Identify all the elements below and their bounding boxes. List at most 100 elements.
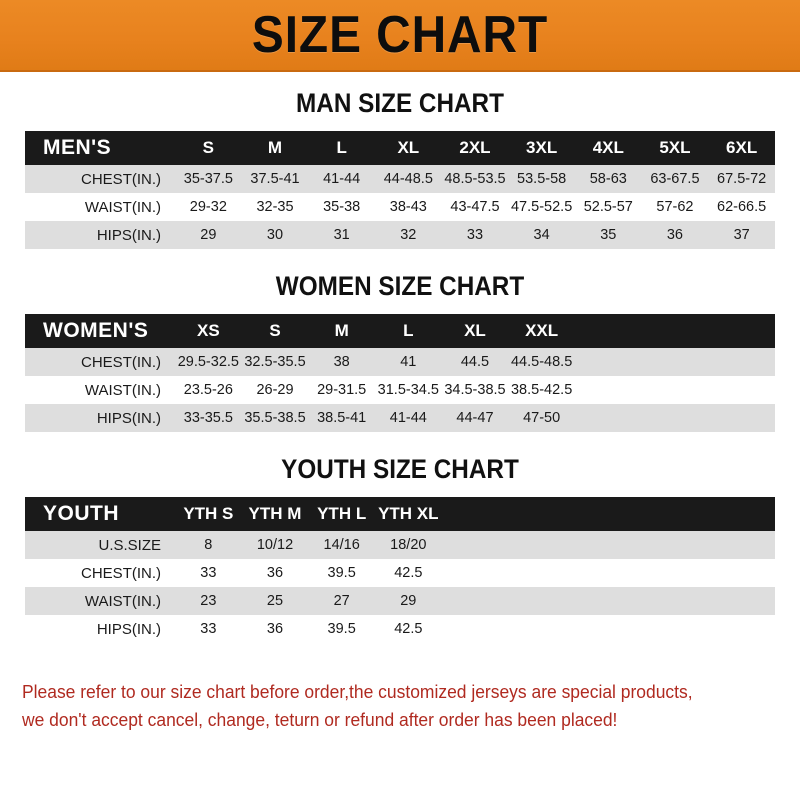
measurement-value: 33-35.5 [175,404,242,432]
table-row: CHEST(IN.) 35-37.5 37.5-41 41-44 44-48.5 48.5… [25,165,775,193]
measurement-value: 29 [175,221,242,249]
measurement-value: 29-31.5 [308,376,375,404]
measurement-value: 36 [241,615,309,643]
measurement-value-empty [708,615,775,643]
measurement-value: 39.5 [308,559,375,587]
measurement-value: 35.5-38.5 [241,404,309,432]
measurement-value: 30 [241,221,309,249]
measurement-value: 44.5 [441,348,509,376]
size-column-header-empty [508,497,575,531]
size-column-header-empty [574,497,642,531]
table-header-row: YOUTH YTH S YTH M YTH L YTH XL [25,497,775,531]
measurement-value: 33 [175,615,242,643]
measurement-value-empty [641,587,709,615]
table-row: CHEST(IN.) 33 36 39.5 42.5 [25,559,775,587]
measurement-value: 29-32 [175,193,242,221]
measurement-value-empty [708,348,775,376]
table-row: HIPS(IN.) 33 36 39.5 42.5 [25,615,775,643]
measurement-value: 38-43 [374,193,442,221]
measurement-value-empty [708,376,775,404]
measurement-value: 33 [175,559,242,587]
measurement-label: HIPS(IN.) [25,615,176,643]
table-wrapper-0: MEN'S S M L XL 2XL 3XL 4XL 5XL 6XL CHEST(IN.) 35-37… [25,131,775,249]
measurement-label: WAIST(IN.) [25,376,176,404]
measurement-value-empty [708,531,775,559]
measurement-value: 38.5-42.5 [508,376,575,404]
measurement-value: 18/20 [374,531,442,559]
measurement-value: 47.5-52.5 [508,193,575,221]
measurement-value-empty [574,348,642,376]
measurement-value-empty [508,531,575,559]
size-column-header: M [308,314,375,348]
footer-line-2: we don't accept cancel, change, teturn o… [22,709,618,730]
measurement-value: 43-47.5 [441,193,509,221]
measurement-value: 44-47 [441,404,509,432]
measurement-label: WAIST(IN.) [25,193,176,221]
size-table-1: WOMEN'S XS S M L XL XXL CHEST(IN.) 29.5-32.5 32.5… [25,314,775,432]
size-column-header: L [374,314,442,348]
sections-container: MAN SIZE CHART MEN'S S M L XL 2XL 3XL 4XL 5XL 6XL C… [0,88,800,665]
measurement-value-empty [708,404,775,432]
measurement-value: 32 [374,221,442,249]
measurement-value: 37.5-41 [241,165,309,193]
measurement-value-empty [574,531,642,559]
measurement-value: 36 [241,559,309,587]
measurement-value: 52.5-57 [574,193,642,221]
measurement-value-empty [641,348,709,376]
measurement-value: 14/16 [308,531,375,559]
size-column-header-empty [708,314,775,348]
size-column-header: XS [175,314,242,348]
size-column-header: XL [441,314,509,348]
table-row: CHEST(IN.) 29.5-32.5 32.5-35.5 38 41 44.5 44.5… [25,348,775,376]
table-row: WAIST(IN.) 23.5-26 26-29 29-31.5 31.5-34.5 34… [25,376,775,404]
size-table-0: MEN'S S M L XL 2XL 3XL 4XL 5XL 6XL CHEST(IN.) 35-37… [25,131,775,249]
spacer [0,72,800,88]
measurement-label: WAIST(IN.) [25,587,176,615]
measurement-value: 25 [241,587,309,615]
measurement-value: 33 [441,221,509,249]
measurement-value: 38 [308,348,375,376]
measurement-value: 34.5-38.5 [441,376,509,404]
section-title-0: MAN SIZE CHART [296,88,504,118]
size-column-header-empty [441,497,509,531]
table-wrapper-1: WOMEN'S XS S M L XL XXL CHEST(IN.) 29.5-32.5 32.5… [25,314,775,432]
measurement-value: 36 [641,221,709,249]
measurement-value: 44.5-48.5 [508,348,575,376]
measurement-value: 62-66.5 [708,193,775,221]
size-column-header: 3XL [508,131,575,165]
table-row: HIPS(IN.) 29 30 31 32 33 34 35 36 37 [25,221,775,249]
size-column-header: 6XL [708,131,775,165]
measurement-value-empty [574,404,642,432]
measurement-value-empty [574,587,642,615]
size-column-header-empty [574,314,642,348]
measurement-value-empty [641,404,709,432]
measurement-label: CHEST(IN.) [25,348,176,376]
footer-line-1: Please refer to our size chart before or… [22,682,693,702]
measurement-value-empty [441,531,509,559]
measurement-label: HIPS(IN.) [25,404,176,432]
measurement-label: CHEST(IN.) [25,165,176,193]
measurement-value: 10/12 [241,531,309,559]
measurement-value: 41-44 [374,404,442,432]
measurement-value-empty [508,587,575,615]
size-column-header: YTH M [241,497,309,531]
measurement-value: 32-35 [241,193,309,221]
measurement-value: 29 [374,587,442,615]
table-header-row: MEN'S S M L XL 2XL 3XL 4XL 5XL 6XL [25,131,775,165]
measurement-value-empty [508,559,575,587]
size-column-header-empty [641,314,709,348]
measurement-value: 37 [708,221,775,249]
size-column-header: 5XL [641,131,709,165]
table-wrapper-2: YOUTH YTH S YTH M YTH L YTH XL U.S.SIZE 8 10/12… [25,497,775,643]
banner: SIZE CHART [0,0,800,72]
size-column-header: YTH XL [374,497,442,531]
measurement-value: 53.5-58 [508,165,575,193]
measurement-value-empty [508,615,575,643]
measurement-value: 32.5-35.5 [241,348,309,376]
row-header-label: MEN'S [25,131,176,165]
measurement-value: 42.5 [374,559,442,587]
spacer [0,119,800,131]
measurement-value: 35-38 [308,193,375,221]
measurement-value-empty [641,376,709,404]
